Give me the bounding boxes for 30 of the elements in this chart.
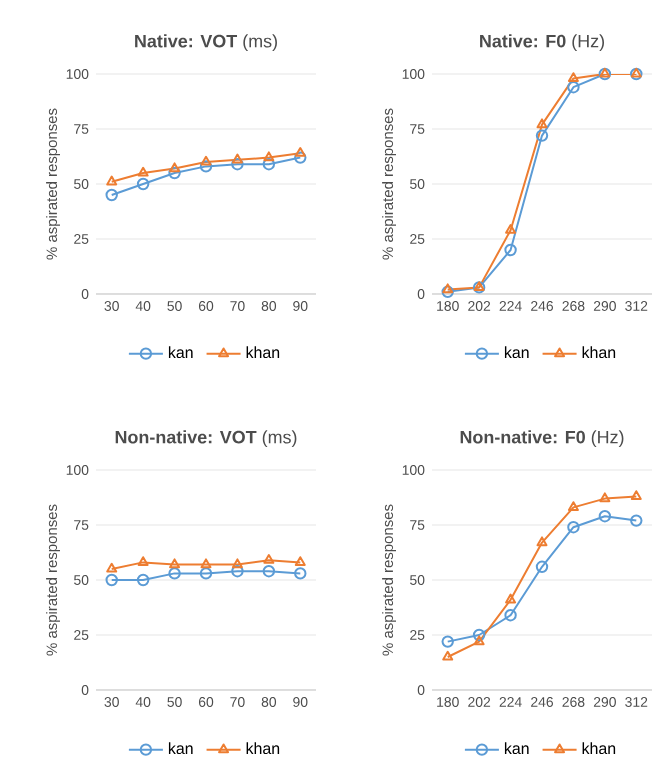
point bbox=[137, 166, 149, 177]
point bbox=[567, 72, 579, 82]
point bbox=[535, 560, 549, 573]
point bbox=[504, 243, 517, 257]
chart-title: Native: VOT (ms) bbox=[135, 34, 277, 51]
point bbox=[567, 501, 579, 511]
point bbox=[472, 628, 486, 642]
point bbox=[263, 151, 275, 162]
point bbox=[262, 157, 276, 171]
point bbox=[231, 153, 243, 164]
point bbox=[168, 166, 181, 180]
point bbox=[505, 223, 517, 234]
point bbox=[599, 492, 611, 503]
point bbox=[199, 160, 213, 173]
point bbox=[536, 118, 548, 129]
point bbox=[473, 635, 485, 646]
chart-title: Native: F0 (Hz) bbox=[480, 34, 605, 51]
point bbox=[598, 510, 612, 523]
point bbox=[535, 129, 549, 142]
chart-title: Non-native: F0 (Hz) bbox=[460, 430, 624, 448]
point bbox=[536, 536, 548, 547]
point bbox=[567, 80, 580, 94]
point bbox=[169, 162, 181, 173]
point bbox=[200, 155, 212, 166]
point bbox=[504, 609, 517, 622]
point bbox=[505, 593, 517, 604]
point bbox=[136, 177, 150, 191]
point bbox=[231, 157, 244, 171]
point bbox=[567, 521, 580, 534]
chart-title: Non-native: VOT (ms) bbox=[115, 430, 297, 448]
